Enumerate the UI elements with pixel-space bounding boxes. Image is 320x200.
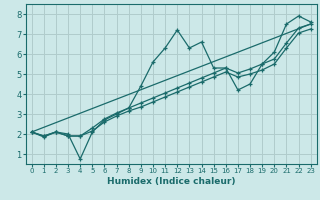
X-axis label: Humidex (Indice chaleur): Humidex (Indice chaleur) xyxy=(107,177,236,186)
